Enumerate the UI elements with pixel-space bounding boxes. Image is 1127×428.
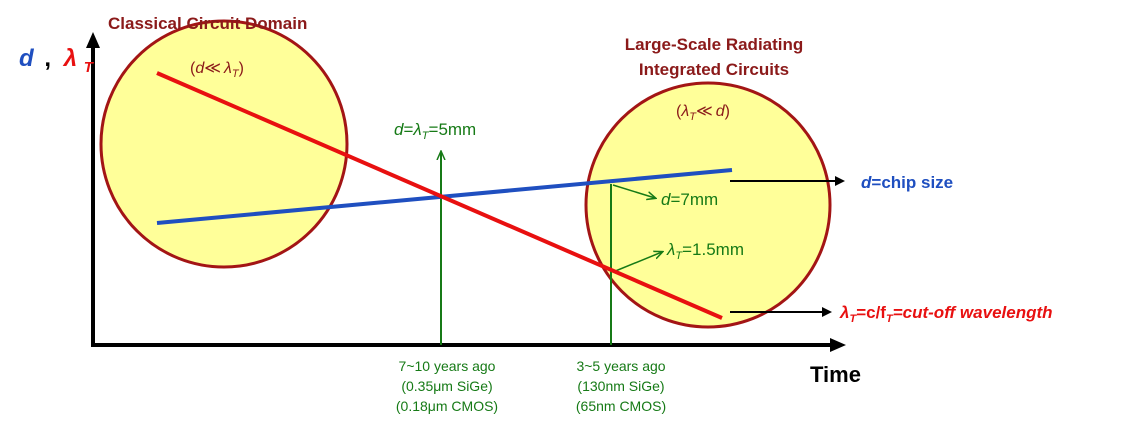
classical-domain-title: Classical Circuit Domain: [108, 14, 307, 33]
y-axis-label: d , λ T: [19, 45, 95, 76]
marker2-line3: (65nm CMOS): [576, 398, 666, 414]
y-axis-label-sub: T: [84, 59, 95, 76]
chip-size-legend: d=chip size: [861, 173, 953, 192]
timeline-marker-2: 3~5 years ago (130nm SiGe) (65nm CMOS): [576, 358, 666, 414]
y-axis-label-d: d: [19, 45, 35, 72]
crossover-label: d=λT=5mm: [394, 120, 476, 142]
d-value-label: d=7mm: [661, 190, 718, 209]
radiating-title-line1: Large-Scale Radiating: [625, 35, 804, 54]
marker1-line1: 7~10 years ago: [399, 358, 496, 374]
classical-condition: (d≪ λT): [190, 60, 244, 80]
marker1-line3: (0.18μm CMOS): [396, 398, 498, 414]
lambda-value-arrow: [612, 252, 662, 273]
marker2-line1: 3~5 years ago: [576, 358, 665, 374]
lambda-value-label: λT=1.5mm: [666, 240, 744, 262]
y-axis-label-comma: ,: [44, 45, 51, 72]
y-axis-arrow-icon: [86, 32, 100, 48]
wavelength-legend: λT=c/fT=cut-off wavelength: [839, 303, 1053, 325]
marker1-line2: (0.35μm SiGe): [401, 378, 492, 394]
radiating-title-line2: Integrated Circuits: [639, 60, 789, 79]
marker2-line2: (130nm SiGe): [577, 378, 664, 394]
classical-domain-circle: [99, 19, 349, 269]
y-axis-label-lambda: λ: [62, 45, 77, 72]
radiating-ic-circle: [584, 81, 832, 329]
x-axis-label: Time: [810, 362, 861, 387]
radiating-condition: (λT≪ d): [676, 103, 730, 123]
timeline-marker-1: 7~10 years ago (0.35μm SiGe) (0.18μm CMO…: [396, 358, 498, 414]
d-value-arrow: [612, 184, 655, 198]
x-axis-arrow-icon: [830, 338, 846, 352]
cutoff-wavelength-line: [156, 71, 723, 320]
